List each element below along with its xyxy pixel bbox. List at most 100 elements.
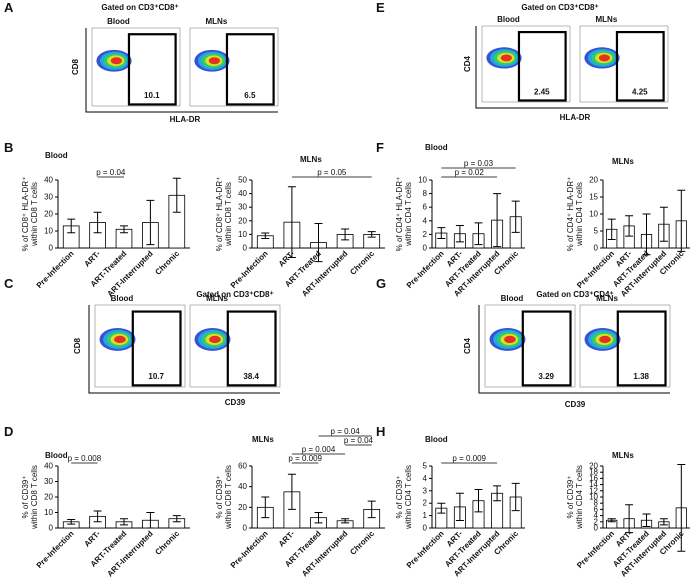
error-bar	[172, 177, 181, 213]
gate-value: 1.38	[633, 372, 649, 381]
x-tick-label: Pre-Infection	[575, 249, 616, 290]
y-tick-label: 10	[418, 176, 427, 185]
p-value: p = 0.004	[302, 445, 336, 454]
chart-title: Blood	[45, 151, 68, 160]
p-value: p = 0.04	[331, 427, 361, 436]
y-tick-label: 16	[589, 474, 598, 483]
p-value: p = 0.009	[288, 454, 322, 463]
x-tick-label: ART-	[82, 529, 102, 549]
error-bar	[607, 518, 616, 523]
error-bar	[625, 504, 634, 534]
gate-value: 10.1	[144, 91, 160, 100]
error-bar	[67, 518, 76, 525]
y-axis-label: % of CD39⁺	[215, 476, 224, 519]
y-tick-label: 6	[594, 505, 599, 514]
error-bar	[287, 473, 296, 510]
y-tick-label: 5	[423, 462, 428, 471]
gate	[127, 33, 177, 106]
error-bar	[67, 218, 76, 234]
error-bar	[625, 215, 634, 237]
y-tick-label: 3	[423, 486, 428, 495]
x-axis-label: HLA-DR	[170, 115, 201, 124]
error-bar	[642, 213, 651, 256]
error-bar	[474, 222, 483, 246]
density-blob	[209, 335, 221, 344]
y-tick-label: 0	[423, 524, 428, 533]
flow-axes	[475, 26, 668, 109]
panel-letter: G	[376, 276, 386, 291]
y-axis-label: % of CD39⁺	[566, 476, 575, 519]
y-tick-label: 14	[589, 480, 598, 489]
error-bar	[367, 231, 376, 238]
panel-letter: C	[4, 276, 14, 291]
error-bar	[677, 189, 686, 252]
flow-axes	[85, 28, 278, 113]
x-tick-label: Pre-Infection	[35, 529, 76, 570]
p-value: p = 0.008	[68, 454, 102, 463]
error-bar	[93, 510, 102, 523]
y-axis-label: CD4	[463, 337, 472, 354]
error-bar	[511, 200, 520, 233]
gate-value: 4.25	[632, 87, 648, 96]
gate	[616, 310, 667, 387]
x-tick-label: ART-	[82, 249, 102, 269]
error-bar	[659, 518, 668, 526]
gate	[226, 310, 277, 387]
y-tick-label: 60	[238, 462, 247, 471]
gate	[131, 310, 182, 387]
error-bar	[261, 496, 270, 519]
p-value: p = 0.05	[317, 168, 347, 177]
y-axis-label: within CD8 T cells	[30, 182, 39, 247]
error-bar	[607, 218, 616, 240]
tissue-label: Blood	[107, 17, 130, 26]
x-axis-label: HLA-DR	[560, 113, 591, 122]
density-blob	[598, 54, 611, 62]
error-bar	[261, 232, 270, 239]
error-bar	[146, 199, 155, 246]
y-tick-label: 40	[44, 176, 53, 185]
y-tick-label: 50	[238, 176, 247, 185]
p-value: p = 0.03	[464, 159, 494, 168]
y-tick-label: 40	[238, 482, 247, 491]
panel-letter: A	[4, 0, 14, 15]
y-tick-label: 15	[589, 193, 598, 202]
x-tick-label: ART-Interrupted	[105, 529, 154, 578]
y-tick-label: 10	[238, 230, 247, 239]
y-tick-label: 0	[594, 524, 599, 533]
panel-letter: D	[4, 424, 13, 439]
p-value: p = 0.009	[452, 454, 486, 463]
x-axis-label: CD39	[225, 398, 246, 407]
tissue-label: MLNs	[206, 294, 228, 303]
gate-value: 38.4	[243, 372, 259, 381]
x-axis-label: CD39	[565, 400, 586, 409]
x-tick-label: Pre-Infection	[575, 529, 616, 570]
p-value: p = 0.04	[344, 436, 374, 445]
gate-value: 3.29	[538, 372, 554, 381]
density-blob	[500, 54, 513, 62]
gate	[225, 33, 275, 106]
gate-value: 10.7	[148, 372, 164, 381]
tissue-label: Blood	[111, 294, 134, 303]
y-tick-label: 20	[238, 216, 247, 225]
y-tick-label: 12	[589, 486, 598, 495]
y-tick-label: 0	[594, 244, 599, 253]
error-bar	[455, 492, 464, 522]
y-tick-label: 0	[243, 524, 248, 533]
y-axis-label: % of CD4⁺ HLA-DR⁺	[395, 177, 404, 252]
y-tick-label: 4	[423, 474, 428, 483]
x-tick-label: ART-Interrupted	[105, 249, 154, 298]
tissue-label: Blood	[501, 294, 524, 303]
gate	[615, 30, 665, 102]
tissue-label: MLNs	[596, 15, 618, 24]
gate	[521, 310, 572, 387]
chart-title: Blood	[425, 143, 448, 152]
y-tick-label: 4	[594, 511, 599, 520]
p-value: p = 0.04	[96, 168, 126, 177]
y-tick-label: 10	[589, 210, 598, 219]
y-axis-label: within CD8 T cells	[224, 465, 233, 530]
error-bar	[493, 193, 502, 248]
y-axis-label: within CD4 T cells	[575, 182, 584, 247]
y-axis-label: % of CD39⁺	[21, 476, 30, 519]
y-tick-label: 8	[423, 189, 428, 198]
gate-title: Gated on CD3⁺CD8⁺	[101, 3, 178, 12]
